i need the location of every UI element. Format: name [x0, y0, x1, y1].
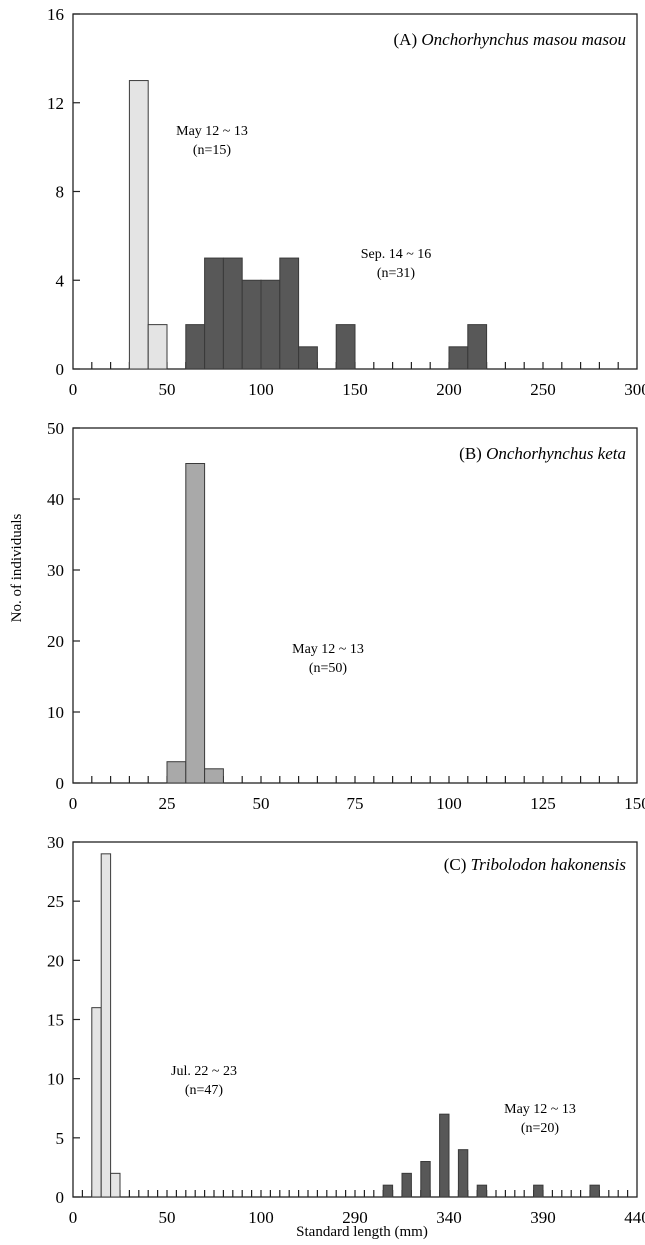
histogram-bar	[279, 257, 300, 370]
panel-title: (B) Onchorhynchus keta	[459, 444, 626, 463]
histogram-bar	[204, 257, 224, 370]
panel-b: May 12 ~ 13 (n=50) 0 25 50 75 100 125 150 0 10 20 30…	[47, 419, 645, 813]
histogram-bar	[589, 1184, 600, 1198]
series-n-label: (n=31)	[377, 266, 416, 281]
x-tick-label: 50	[159, 1208, 176, 1227]
y-tick-label: 25	[47, 892, 64, 911]
y-tick-label: 40	[47, 490, 64, 509]
x-tick-label: 440	[624, 1208, 645, 1227]
y-tick-label: 20	[47, 632, 64, 651]
y-tick-label: 0	[56, 1188, 65, 1207]
series-n-label: (n=20)	[521, 1121, 560, 1136]
histogram-bar	[128, 80, 149, 370]
x-tick-label: 150	[624, 794, 645, 813]
histogram-bar	[204, 768, 224, 784]
x-tick-label: 50	[253, 794, 270, 813]
panel-c: Jul. 22 ~ 23(n=47)May 12 ~ 13(n=20)0 50 10…	[47, 833, 645, 1227]
y-axis-title: No. of individuals	[9, 513, 25, 622]
y-tick-label: 5	[56, 1129, 65, 1148]
histogram-bar	[401, 1172, 412, 1198]
panel-a: May 12 ~ 13 (n=15) Sep. 14 ~ 16 (n=31) 0 50 10…	[47, 5, 645, 399]
panel-title-prefix: (A)	[394, 30, 422, 49]
series-date-label: Jul. 22 ~ 23	[171, 1064, 237, 1079]
x-tick-label: 50	[159, 380, 176, 399]
y-tick-label: 10	[47, 703, 64, 722]
x-tick-label: 125	[530, 794, 556, 813]
y-tick-label: 0	[56, 360, 65, 379]
histogram-bar	[467, 324, 488, 370]
histogram-bar	[439, 1113, 450, 1198]
histogram-bar	[420, 1161, 431, 1198]
series-n-label: (n=15)	[193, 143, 232, 158]
series-date-label: Sep. 14 ~ 16	[361, 247, 432, 262]
histogram-bar	[448, 346, 469, 370]
y-tick-label: 4	[56, 271, 65, 290]
panel-title: (A) Onchorhynchus masou masou	[394, 30, 626, 49]
histogram-bar	[335, 324, 356, 370]
x-tick-label: 250	[530, 380, 556, 399]
y-tick-label: 50	[47, 419, 64, 438]
series-date-label: May 12 ~ 13	[176, 124, 248, 139]
series-date-label: May 12 ~ 13	[292, 642, 364, 657]
x-tick-label: 100	[248, 1208, 274, 1227]
y-tick-label: 30	[47, 833, 64, 852]
panel-title-species: Onchorhynchus keta	[486, 444, 626, 463]
x-tick-label: 150	[342, 380, 368, 399]
histogram-bar	[260, 279, 281, 370]
y-tick-label: 0	[56, 774, 65, 793]
panel-title-prefix: (C)	[444, 855, 471, 874]
x-tick-label: 200	[436, 380, 462, 399]
x-tick-label: 0	[69, 794, 78, 813]
x-tick-label: 0	[69, 1208, 78, 1227]
histogram-bar	[91, 1007, 102, 1198]
panel-title-species: Onchorhynchus masou masou	[421, 30, 626, 49]
histogram-bar	[166, 761, 187, 784]
x-tick-label: 290	[342, 1208, 368, 1227]
histogram-bar	[185, 324, 206, 370]
histogram-bar	[476, 1184, 488, 1198]
plot-frame	[72, 13, 638, 370]
panel-title: (C) Tribolodon hakonensis	[444, 855, 627, 874]
series-n-label: (n=47)	[185, 1083, 224, 1098]
series-date-label: May 12 ~ 13	[504, 1102, 576, 1117]
y-tick-label: 12	[47, 94, 64, 113]
x-tick-label: 300	[624, 380, 645, 399]
histogram-bar	[241, 279, 262, 370]
series-n-label: (n=50)	[309, 661, 348, 676]
x-tick-label: 75	[347, 794, 364, 813]
x-tick-label: 100	[248, 380, 274, 399]
x-tick-label: 390	[530, 1208, 556, 1227]
histogram-bar	[100, 853, 112, 1198]
x-tick-label: 0	[69, 380, 78, 399]
y-tick-label: 10	[47, 1070, 64, 1089]
histogram-bar	[298, 346, 318, 370]
histogram-bar	[382, 1184, 394, 1198]
y-tick-label: 20	[47, 951, 64, 970]
histogram-bar	[147, 324, 168, 370]
y-tick-label: 8	[56, 183, 65, 202]
plot-frame	[72, 841, 638, 1198]
histogram-bar	[457, 1149, 469, 1198]
y-tick-label: 30	[47, 561, 64, 580]
y-tick-label: 15	[47, 1011, 64, 1030]
x-tick-label: 340	[436, 1208, 462, 1227]
y-tick-label: 16	[47, 5, 64, 24]
histogram-bar	[185, 463, 206, 784]
histogram-bar	[110, 1172, 121, 1198]
panel-title-species: Tribolodon hakonensis	[471, 855, 627, 874]
panel-title-prefix: (B)	[459, 444, 486, 463]
plot-frame	[72, 427, 638, 784]
histogram-bar	[222, 257, 243, 370]
x-axis-title: Standard length (mm)	[296, 1224, 428, 1240]
x-tick-label: 25	[159, 794, 176, 813]
histogram-bar	[533, 1184, 544, 1198]
x-tick-label: 100	[436, 794, 462, 813]
